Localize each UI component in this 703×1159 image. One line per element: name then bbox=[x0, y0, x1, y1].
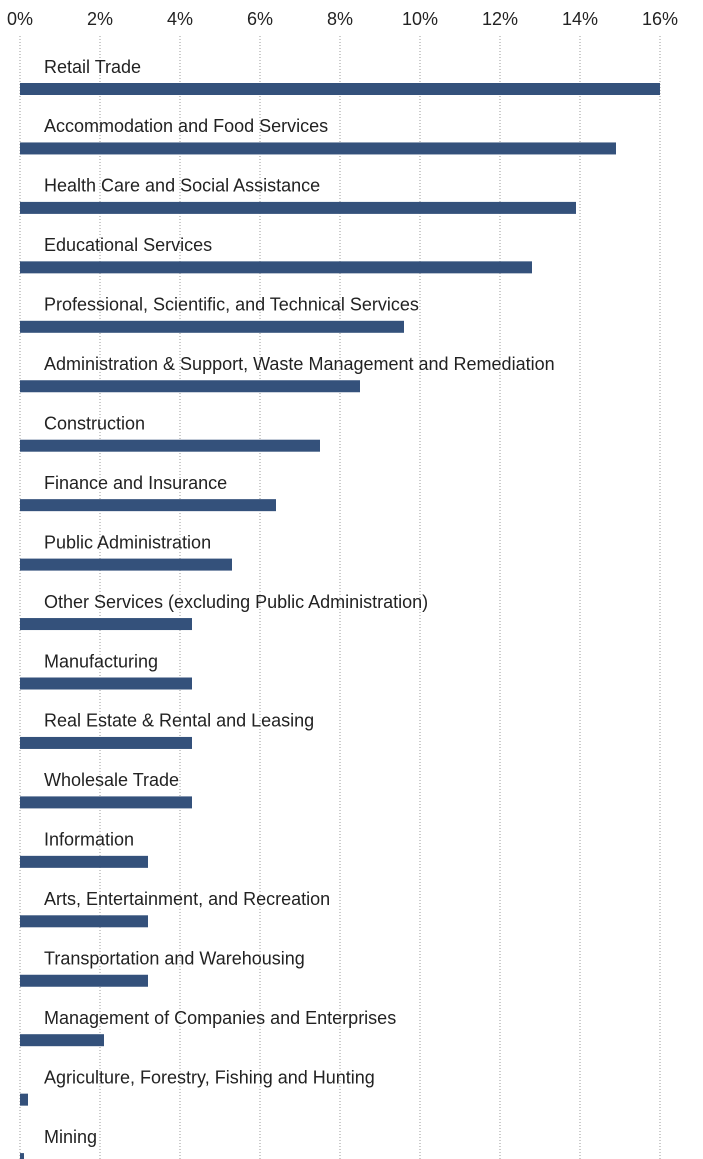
bar bbox=[20, 261, 532, 274]
category-label: Retail Trade bbox=[44, 57, 141, 77]
bar bbox=[20, 558, 232, 571]
category-label: Agriculture, Forestry, Fishing and Hunti… bbox=[44, 1067, 375, 1087]
category-label: Management of Companies and Enterprises bbox=[44, 1008, 396, 1028]
x-tick-label: 0% bbox=[7, 9, 33, 29]
bar bbox=[20, 855, 148, 868]
category-label: Manufacturing bbox=[44, 651, 158, 671]
bar bbox=[20, 736, 192, 749]
category-label: Public Administration bbox=[44, 532, 211, 552]
bar bbox=[20, 142, 616, 155]
category-label: Real Estate & Rental and Leasing bbox=[44, 711, 314, 731]
category-label: Health Care and Social Assistance bbox=[44, 176, 320, 196]
bar bbox=[20, 1153, 24, 1159]
bar bbox=[20, 499, 276, 512]
bar bbox=[20, 1034, 104, 1047]
category-label: Construction bbox=[44, 413, 145, 433]
bar bbox=[20, 439, 320, 452]
x-tick-label: 10% bbox=[402, 9, 438, 29]
bar bbox=[20, 677, 192, 690]
bar bbox=[20, 974, 148, 987]
x-tick-label: 8% bbox=[327, 9, 353, 29]
category-label: Information bbox=[44, 830, 134, 850]
bar bbox=[20, 201, 576, 214]
bar bbox=[20, 618, 192, 631]
x-tick-label: 16% bbox=[642, 9, 678, 29]
x-tick-label: 14% bbox=[562, 9, 598, 29]
x-tick-label: 4% bbox=[167, 9, 193, 29]
category-label: Wholesale Trade bbox=[44, 770, 179, 790]
category-label: Accommodation and Food Services bbox=[44, 116, 328, 136]
x-tick-label: 2% bbox=[87, 9, 113, 29]
bar bbox=[20, 915, 148, 928]
category-label: Transportation and Warehousing bbox=[44, 949, 305, 969]
category-label: Mining bbox=[44, 1127, 97, 1147]
bar bbox=[20, 1093, 28, 1106]
bar bbox=[20, 83, 660, 95]
bar bbox=[20, 320, 404, 333]
bar bbox=[20, 796, 192, 809]
category-label: Arts, Entertainment, and Recreation bbox=[44, 889, 330, 909]
bar bbox=[20, 380, 360, 393]
x-tick-label: 12% bbox=[482, 9, 518, 29]
category-label: Finance and Insurance bbox=[44, 473, 227, 493]
x-tick-label: 6% bbox=[247, 9, 273, 29]
category-label: Educational Services bbox=[44, 235, 212, 255]
category-label: Administration & Support, Waste Manageme… bbox=[44, 354, 555, 374]
category-label: Professional, Scientific, and Technical … bbox=[44, 295, 419, 315]
category-label: Other Services (excluding Public Adminis… bbox=[44, 592, 428, 612]
